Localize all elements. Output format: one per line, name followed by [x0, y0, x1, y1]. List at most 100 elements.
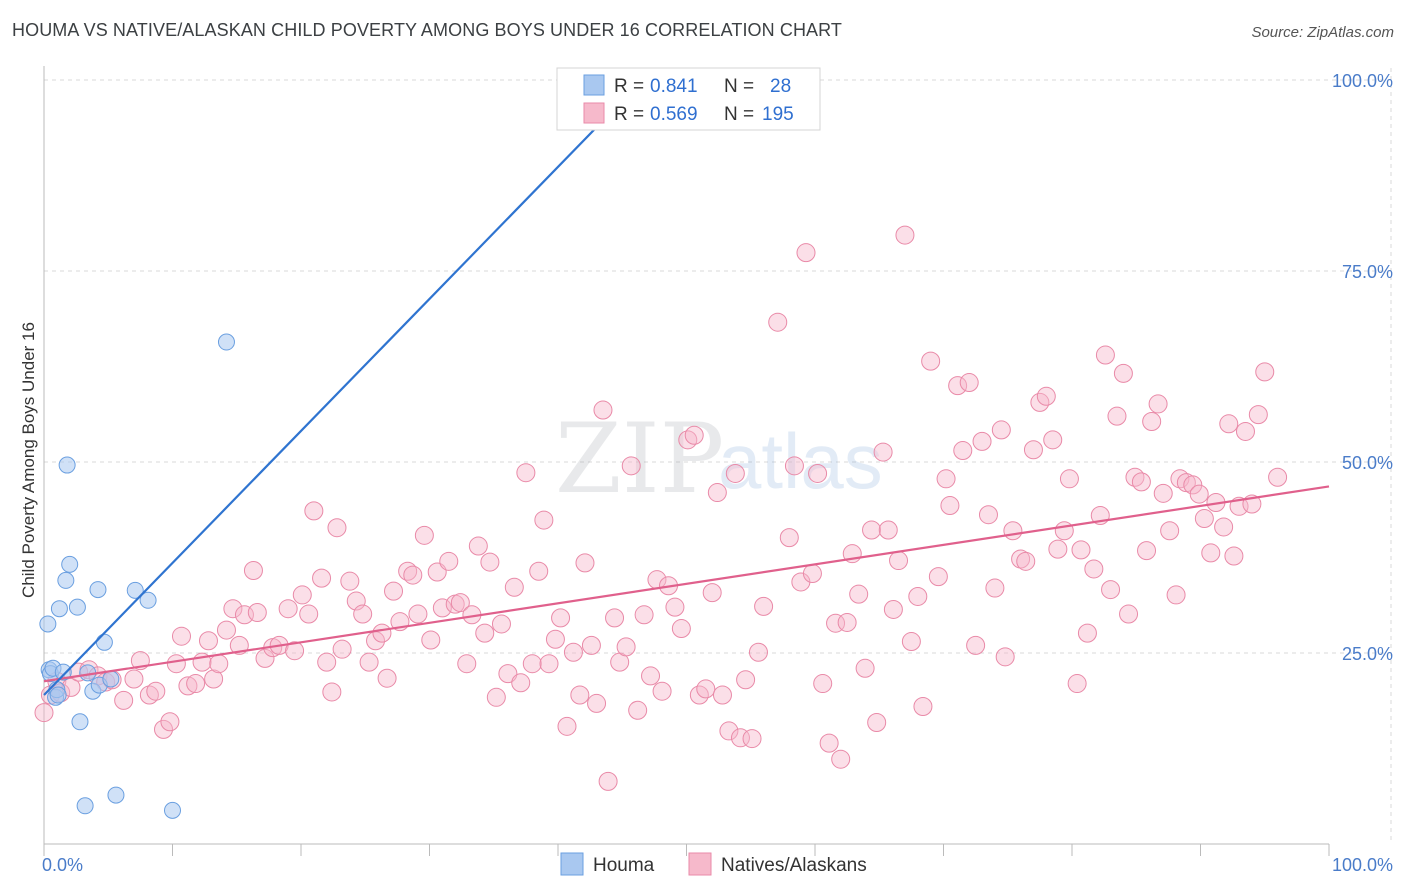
- native-point: [837, 612, 857, 632]
- native-point: [1142, 412, 1162, 432]
- native-point: [327, 518, 347, 538]
- native-point: [285, 641, 305, 661]
- native-point: [702, 583, 722, 603]
- native-point: [223, 599, 243, 619]
- trend-lines: [43, 86, 1330, 696]
- native-point: [878, 520, 898, 540]
- native-point: [534, 510, 554, 530]
- native-point: [1219, 414, 1239, 434]
- native-point: [736, 670, 756, 690]
- native-point: [317, 652, 337, 672]
- houma-point: [164, 801, 181, 819]
- native-point: [247, 603, 267, 623]
- houma-point: [68, 598, 86, 616]
- native-point: [377, 668, 397, 688]
- y-tick-label: 100.0%: [1332, 71, 1393, 91]
- native-point: [1166, 585, 1186, 605]
- native-point: [972, 431, 992, 451]
- houma-point: [126, 581, 144, 599]
- houma-point: [217, 333, 235, 351]
- native-point: [359, 652, 379, 672]
- native-point: [1071, 540, 1091, 560]
- native-point: [255, 648, 275, 668]
- native-point: [498, 664, 518, 684]
- native-point: [124, 669, 144, 689]
- native-point: [1131, 472, 1151, 492]
- houma-legend-label: Houma: [593, 855, 655, 876]
- houma-legend-swatch: [583, 74, 605, 96]
- native-point: [849, 584, 869, 604]
- native-point: [928, 567, 948, 587]
- native-point: [712, 685, 732, 705]
- native-point: [545, 629, 565, 649]
- chart-title: HOUMA VS NATIVE/ALASKAN CHILD POVERTY AM…: [12, 20, 843, 40]
- native-point: [779, 528, 799, 548]
- native-point: [873, 442, 893, 462]
- x-tick-label: 100.0%: [1332, 855, 1393, 875]
- houma-r-label: R =: [614, 76, 644, 97]
- y-tick-label: 25.0%: [1342, 644, 1393, 664]
- native-point: [432, 598, 452, 618]
- tick-labels: 25.0% 50.0% 75.0% 100.0% 0.0% 100.0%: [42, 71, 1393, 875]
- native-point: [808, 463, 828, 483]
- native-point: [1095, 345, 1115, 365]
- native-point: [278, 599, 298, 619]
- native-point: [671, 619, 691, 639]
- native-point: [475, 623, 495, 643]
- houma-r-value: 0.841: [650, 76, 698, 97]
- native-point: [628, 700, 648, 720]
- native-point: [229, 635, 249, 655]
- native-point: [1059, 469, 1079, 489]
- native-point: [398, 561, 418, 581]
- native-point: [796, 243, 816, 263]
- native-point: [243, 560, 263, 580]
- native-point: [725, 463, 745, 483]
- native-point: [1224, 546, 1244, 566]
- native-point: [1235, 421, 1255, 441]
- native-point: [862, 520, 882, 540]
- native-point: [1023, 440, 1043, 460]
- native-point: [784, 456, 804, 476]
- houma-point: [139, 591, 157, 609]
- native-point: [684, 425, 704, 445]
- native-point: [593, 400, 613, 420]
- native-point: [539, 654, 559, 674]
- native-point: [883, 599, 903, 619]
- native-point: [1048, 539, 1068, 559]
- correlation-legend: R = 0.841 N = 28 R = 0.569 N = 195: [556, 67, 821, 131]
- native-point: [372, 623, 392, 643]
- houma-point: [61, 555, 79, 573]
- native-point: [1113, 363, 1133, 383]
- native-point: [953, 441, 973, 461]
- native-point: [166, 654, 186, 674]
- native-point: [439, 551, 459, 571]
- native-point: [299, 604, 319, 624]
- native-point: [322, 682, 342, 702]
- native-point: [581, 635, 601, 655]
- native-point: [216, 620, 236, 640]
- native-point: [340, 571, 360, 591]
- native-point: [855, 658, 875, 678]
- houma-point: [58, 456, 76, 474]
- native-point: [1054, 521, 1074, 541]
- native-point: [403, 565, 423, 585]
- native-point: [468, 536, 488, 556]
- native-point: [1194, 509, 1214, 529]
- native-point: [1101, 580, 1121, 600]
- native-point: [895, 225, 915, 245]
- native-bottom-swatch: [688, 852, 712, 876]
- native-r-label: R =: [614, 104, 644, 125]
- native-point: [768, 312, 788, 332]
- native-point: [557, 716, 577, 736]
- native-point: [978, 505, 998, 525]
- native-point: [516, 463, 536, 483]
- watermark-atlas: atlas: [718, 417, 883, 505]
- native-point: [940, 496, 960, 516]
- native-point: [186, 674, 206, 694]
- gridlines: [44, 68, 1392, 844]
- native-point: [421, 630, 441, 650]
- native-point: [1268, 467, 1288, 487]
- native-point: [551, 608, 571, 628]
- native-point: [1189, 484, 1209, 504]
- native-point: [1119, 604, 1139, 624]
